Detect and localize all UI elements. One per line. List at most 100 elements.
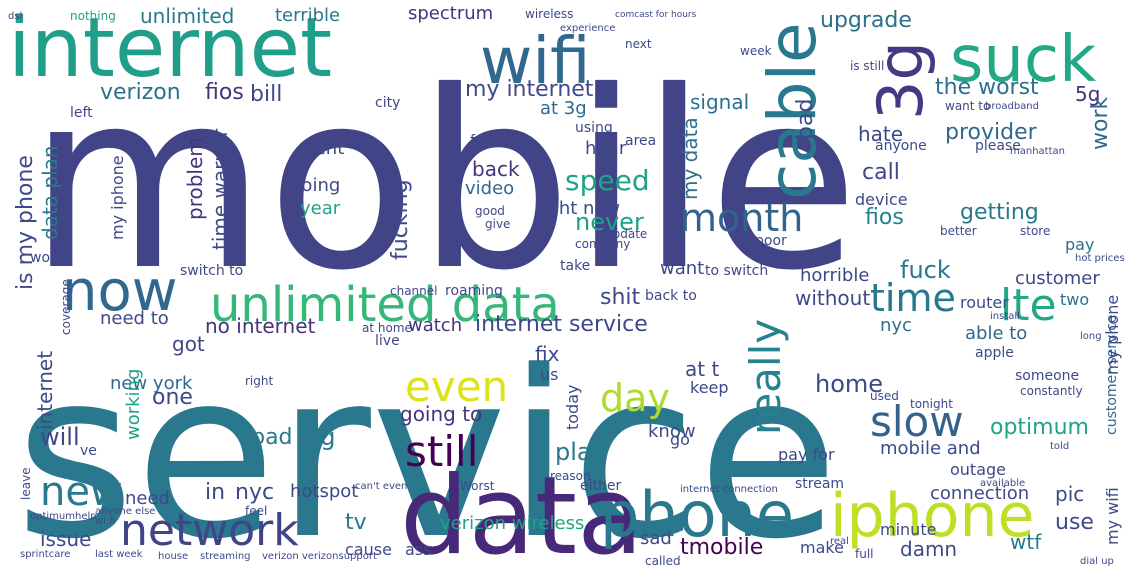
cloud-word: cause <box>345 539 392 559</box>
cloud-word: either <box>580 477 622 494</box>
cloud-word: 4g <box>305 423 336 452</box>
cloud-word: bill <box>250 81 283 107</box>
cloud-word: signal <box>690 89 750 114</box>
cloud-word: my iphone <box>108 155 127 240</box>
cloud-word: sad <box>640 528 672 550</box>
cloud-word: hotspot <box>290 481 359 503</box>
cloud-word: ass <box>405 539 432 559</box>
cloud-word: real <box>830 535 849 547</box>
cloud-word: speed <box>565 164 650 198</box>
cloud-word: shit <box>600 284 641 310</box>
cloud-word: call <box>862 159 900 185</box>
cloud-word: hour <box>585 138 627 160</box>
cloud-word: area <box>625 132 657 149</box>
cloud-word: never <box>575 208 644 237</box>
cloud-word: constantly <box>1020 384 1083 399</box>
cloud-word: 3g <box>864 41 937 120</box>
cloud-word: fios <box>205 79 244 105</box>
cloud-word: house <box>158 550 189 562</box>
cloud-word: right <box>245 374 274 389</box>
cloud-word: coverage <box>59 279 73 335</box>
cloud-word: tmobile <box>680 534 764 560</box>
cloud-word: wifi <box>480 24 591 99</box>
cloud-word: is my phone <box>13 155 38 290</box>
cloud-word: fuck <box>900 256 951 285</box>
cloud-word: year <box>300 198 341 220</box>
cloud-word: in <box>205 479 226 505</box>
cloud-word: unlimited <box>140 3 235 28</box>
cloud-word: mobile and <box>880 438 981 460</box>
cloud-word: no internet <box>205 313 316 338</box>
cloud-word: connection <box>930 483 1030 505</box>
cloud-word: wi fi <box>95 515 116 527</box>
cloud-word: ve <box>80 442 97 459</box>
cloud-word: my internet <box>465 76 594 102</box>
cloud-word: using <box>575 119 613 136</box>
cloud-word: stream <box>795 475 845 492</box>
cloud-word: at home <box>362 321 412 336</box>
cloud-word: better <box>940 224 977 239</box>
cloud-word: pay <box>1065 234 1095 254</box>
cloud-word: without <box>795 285 871 310</box>
cloud-word: right now <box>535 198 621 220</box>
cloud-word: fios <box>865 204 904 230</box>
cloud-word: Worst <box>460 479 495 494</box>
cloud-word: want <box>660 258 705 280</box>
cloud-word: is still <box>850 59 885 74</box>
cloud-word: internet connection <box>680 483 778 495</box>
cloud-word: update <box>605 227 648 242</box>
cloud-word: issue <box>40 526 92 551</box>
cloud-word: please <box>975 137 1021 154</box>
cloud-word: streaming <box>200 550 251 562</box>
cloud-word: manhattan <box>1010 145 1065 157</box>
cloud-word: spectrum <box>408 3 494 25</box>
cloud-word: two <box>1060 289 1090 309</box>
cloud-word: us <box>540 364 559 384</box>
cloud-word: pic <box>1055 481 1085 506</box>
cloud-word: will <box>40 423 80 452</box>
cloud-word: feel <box>245 504 268 519</box>
cloud-word: horrible <box>800 265 870 287</box>
cloud-word: network <box>120 504 299 556</box>
cloud-word: nothing <box>70 9 116 24</box>
cloud-word: pay for <box>778 444 835 464</box>
cloud-word: going to <box>400 401 483 426</box>
cloud-word: sprintcare <box>20 548 71 560</box>
cloud-word: fast <box>470 132 497 149</box>
cloud-word: give <box>485 217 511 232</box>
cloud-word: my phone <box>1103 294 1122 375</box>
cloud-word: to switch <box>705 262 769 279</box>
cloud-word: one <box>152 384 193 410</box>
cloud-word: router <box>960 292 1009 312</box>
cloud-word: hot prices <box>1075 252 1125 264</box>
cloud-word: know <box>648 421 696 443</box>
cloud-word: verizon wireless <box>440 513 585 535</box>
cloud-word: keep <box>690 377 729 397</box>
cloud-word: today <box>563 384 582 431</box>
cloud-word: wtf <box>1010 529 1042 554</box>
cloud-word: live <box>375 332 400 349</box>
cloud-word: optimum <box>990 414 1089 440</box>
cloud-word: iphone <box>830 480 1035 551</box>
cloud-word: worse <box>30 249 72 266</box>
cloud-word: leave <box>19 467 33 500</box>
cloud-word: nyc <box>235 479 275 505</box>
cloud-word: video <box>465 178 515 200</box>
cloud-word: called <box>645 554 681 569</box>
cloud-word: data <box>400 454 644 572</box>
cloud-word: now <box>62 259 178 325</box>
cloud-word: week <box>740 44 772 59</box>
cloud-word: device <box>855 189 908 209</box>
cloud-word: need to <box>100 308 169 330</box>
cloud-word: even <box>405 361 509 411</box>
cloud-word: next <box>625 37 652 52</box>
cloud-word: internet <box>33 350 57 430</box>
cloud-word: customer <box>1015 268 1100 290</box>
cloud-word: used <box>870 389 899 404</box>
cloud-word: take <box>560 257 591 274</box>
cloud-word: install <box>990 310 1020 322</box>
cloud-word: anyone <box>875 137 927 154</box>
cloud-word: watch <box>408 315 463 337</box>
cloud-word: my data <box>678 117 702 200</box>
